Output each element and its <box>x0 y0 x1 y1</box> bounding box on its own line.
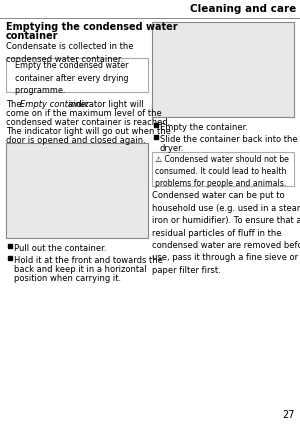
Text: condensed water container is reached.: condensed water container is reached. <box>6 118 170 127</box>
Polygon shape <box>154 123 158 127</box>
Bar <box>6 58 148 92</box>
Text: Condensed water can be put to
household use (e.g. used in a steam
iron or humidi: Condensed water can be put to household … <box>152 191 300 275</box>
Text: The: The <box>6 100 24 109</box>
Text: Condensate is collected in the
condensed water container.: Condensate is collected in the condensed… <box>6 42 134 63</box>
Text: Empty the condensed water
  container after every drying
  programme.: Empty the condensed water container afte… <box>10 61 128 95</box>
Text: Cleaning and care: Cleaning and care <box>190 4 296 14</box>
Polygon shape <box>8 244 11 247</box>
Text: ⚠ Condensed water should not be
consumed. It could lead to health
problems for p: ⚠ Condensed water should not be consumed… <box>155 155 289 188</box>
Polygon shape <box>154 135 158 139</box>
Bar <box>6 143 148 238</box>
Text: Pull out the container.: Pull out the container. <box>14 244 106 253</box>
Text: Slide the container back into the: Slide the container back into the <box>160 135 298 144</box>
Text: The indicator light will go out when the: The indicator light will go out when the <box>6 127 171 136</box>
Text: Hold it at the front and towards the: Hold it at the front and towards the <box>14 256 163 265</box>
Text: 27: 27 <box>283 410 295 420</box>
Text: indicator light will: indicator light will <box>66 100 144 109</box>
Text: position when carrying it.: position when carrying it. <box>14 274 121 283</box>
Polygon shape <box>8 256 11 260</box>
Text: Empty the container.: Empty the container. <box>160 123 248 132</box>
Bar <box>152 152 294 186</box>
Text: Emptying the condensed water: Emptying the condensed water <box>6 22 178 32</box>
Text: door is opened and closed again.: door is opened and closed again. <box>6 136 146 145</box>
Text: come on if the maximum level of the: come on if the maximum level of the <box>6 109 162 118</box>
Text: Empty container: Empty container <box>20 100 89 109</box>
Text: back and keep it in a horizontal: back and keep it in a horizontal <box>14 265 147 274</box>
Text: dryer.: dryer. <box>160 144 184 153</box>
Bar <box>152 22 294 117</box>
Text: container: container <box>6 31 59 41</box>
